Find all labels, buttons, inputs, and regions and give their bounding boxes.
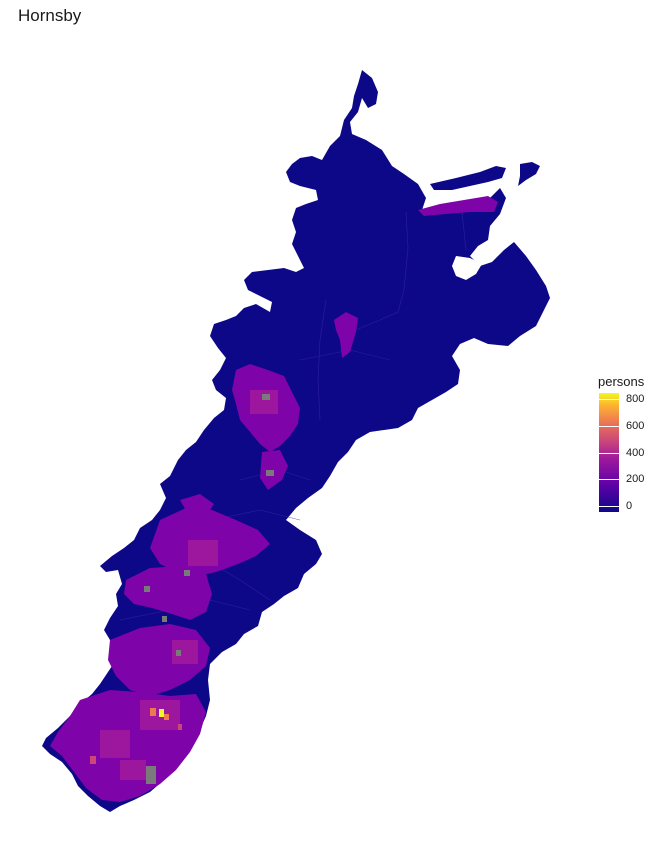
internal-boundaries — [119, 211, 467, 621]
island-east — [518, 162, 540, 186]
legend-tick-label: 600 — [626, 419, 645, 432]
hotspots — [90, 708, 182, 764]
island-north — [430, 166, 506, 190]
legend-title: persons — [598, 374, 645, 389]
hotspot-mid2 — [164, 714, 169, 720]
legend-tick-mark — [599, 479, 619, 481]
dense-blocks — [100, 390, 278, 780]
legend-tick-label: 200 — [626, 473, 645, 486]
river-inlet — [452, 256, 482, 280]
map-title: Hornsby — [18, 6, 82, 25]
hotspot-high — [159, 709, 164, 717]
legend-tick-mark — [599, 506, 619, 507]
hotspot-low2 — [178, 724, 182, 730]
legend-tick-label: 800 — [626, 393, 645, 405]
color-legend: persons 0 200 400 600 800 — [596, 374, 666, 514]
hotspot-mid — [150, 708, 156, 716]
missing-cells — [144, 394, 274, 784]
legend-tick-label: 0 — [626, 500, 633, 512]
legend-tick-label: 400 — [626, 446, 645, 459]
legend-tick-mark — [599, 425, 619, 427]
legend-tick-mark — [599, 452, 619, 454]
hotspot-low — [90, 756, 96, 764]
legend-tick-mark — [599, 399, 619, 400]
